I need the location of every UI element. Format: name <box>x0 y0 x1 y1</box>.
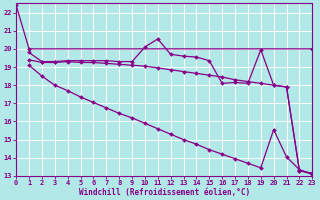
X-axis label: Windchill (Refroidissement éolien,°C): Windchill (Refroidissement éolien,°C) <box>79 188 250 197</box>
